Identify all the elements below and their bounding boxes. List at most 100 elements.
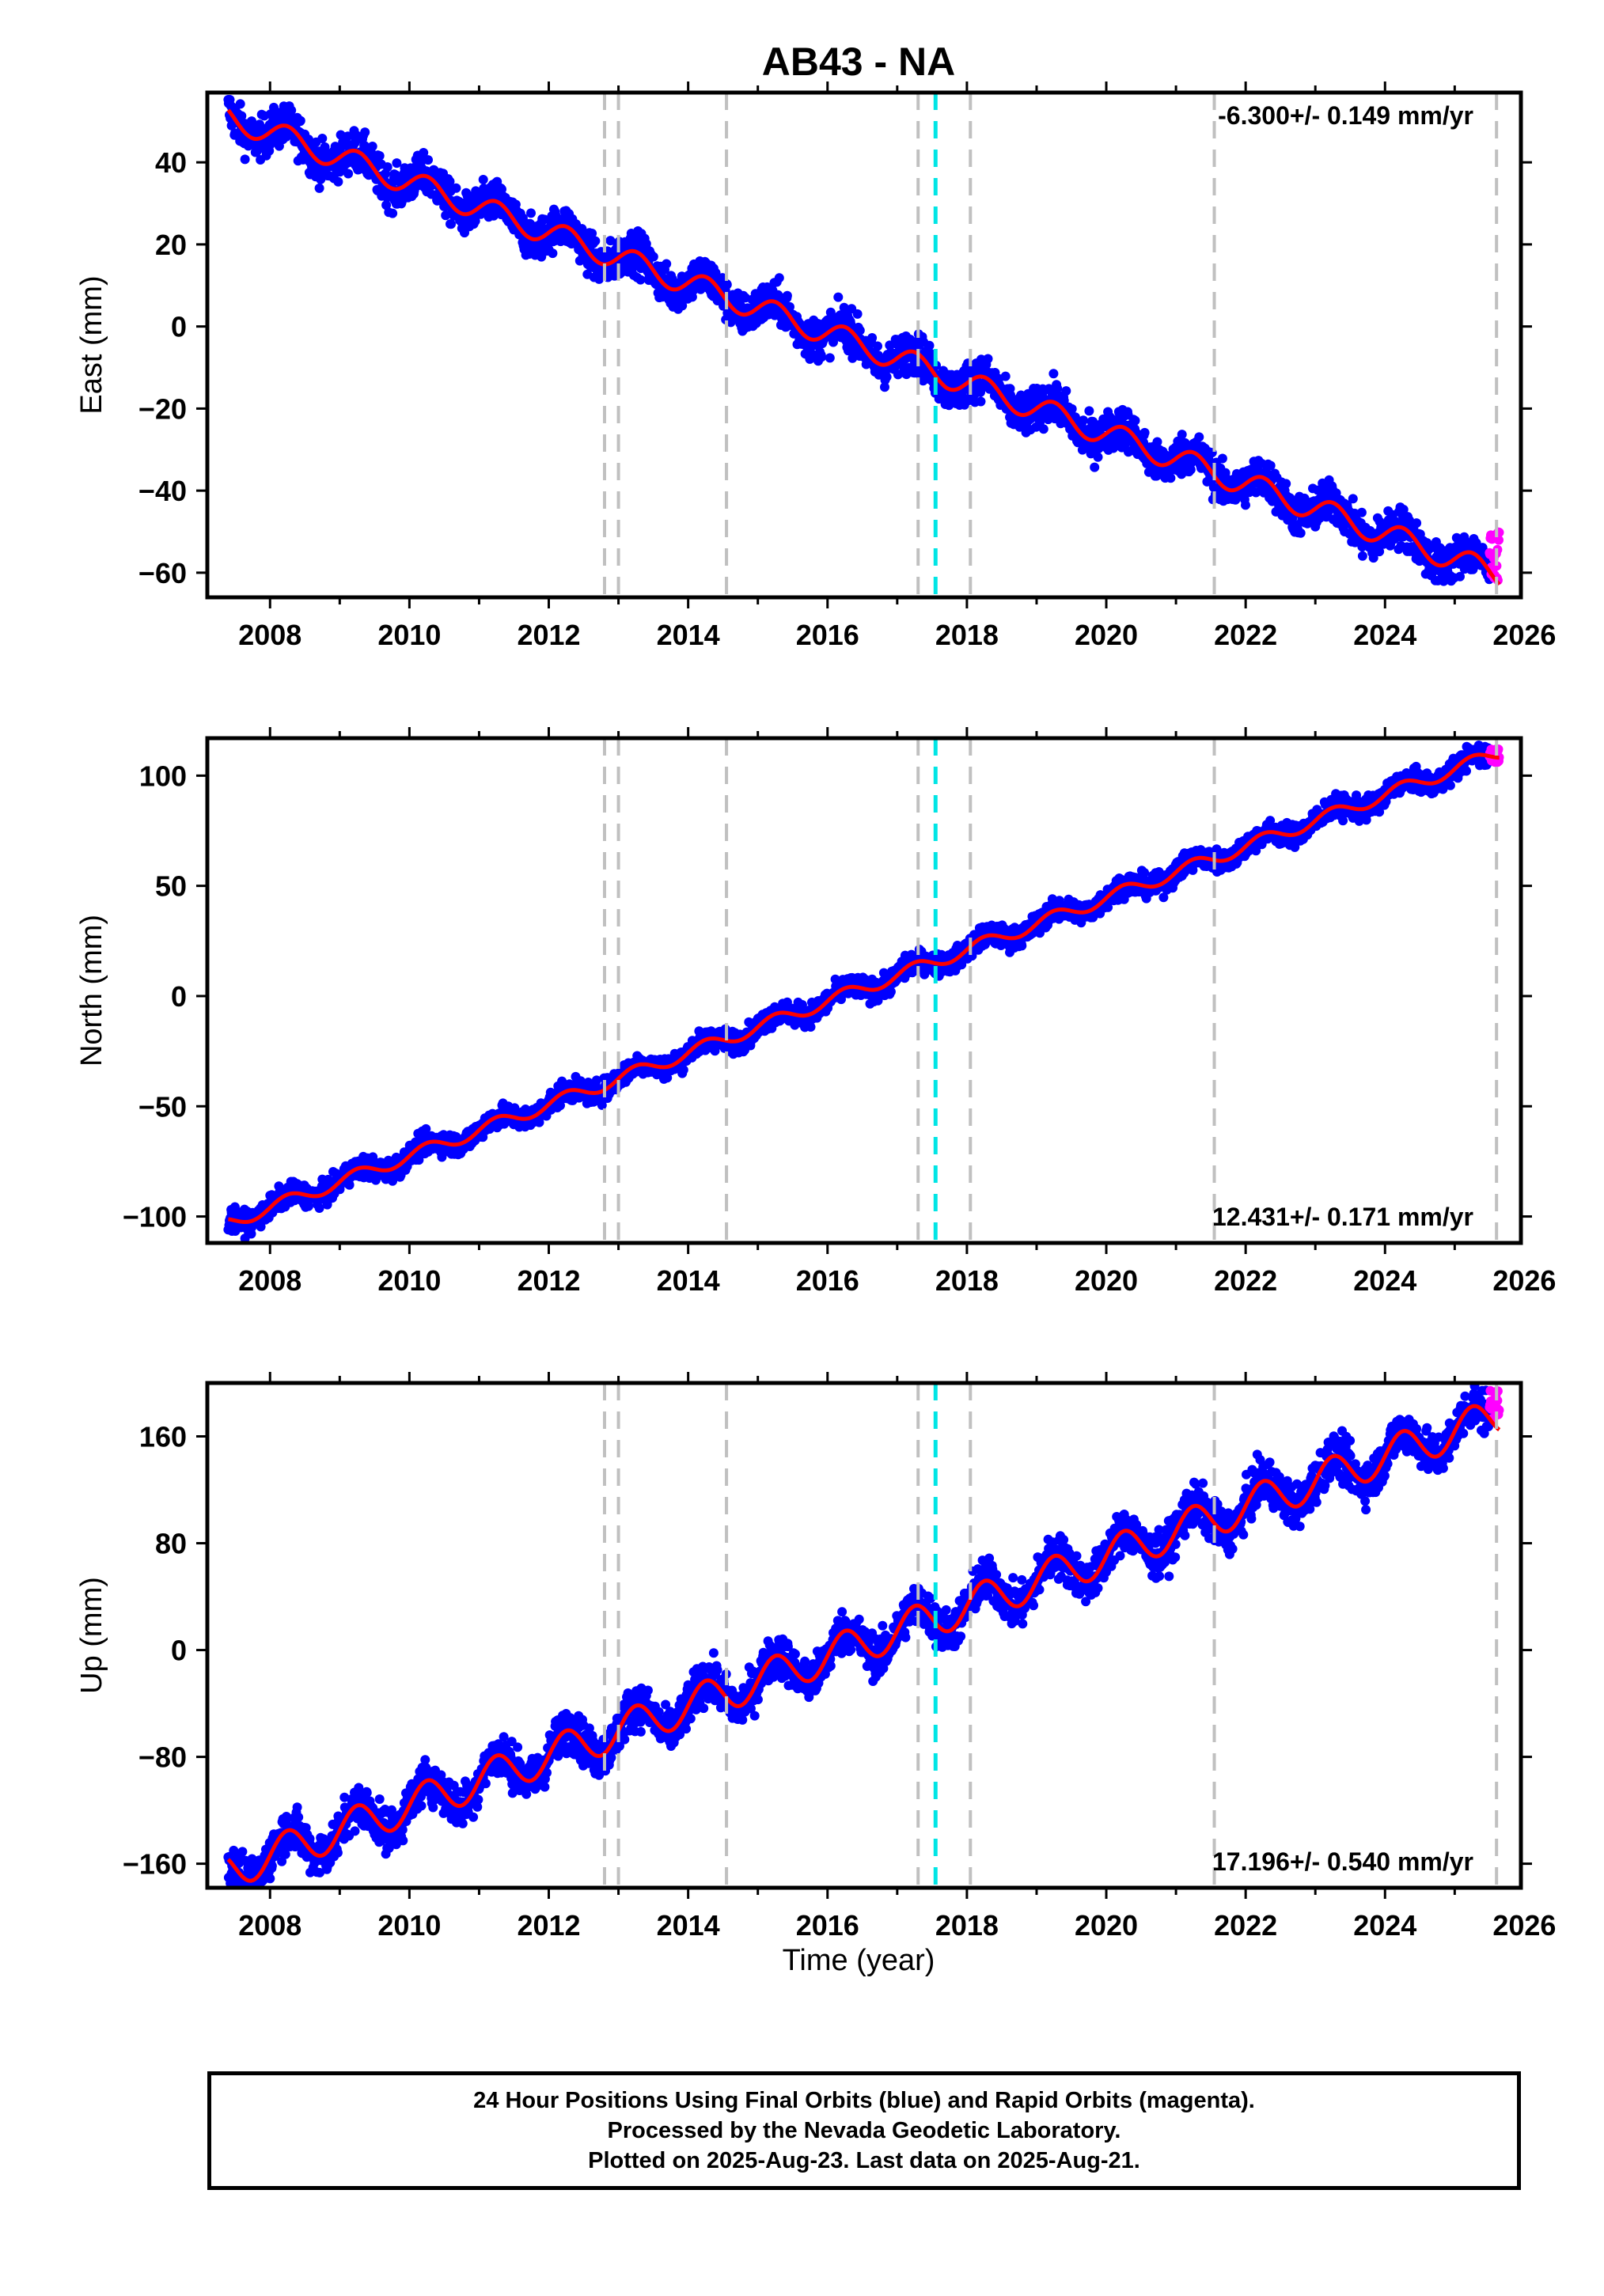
final-orbit-point <box>1038 424 1048 434</box>
final-orbit-point <box>441 210 451 221</box>
final-orbit-point <box>839 302 849 313</box>
final-orbit-point <box>1241 500 1250 510</box>
x-tick-label: 2014 <box>657 619 720 651</box>
final-orbit-point <box>1412 518 1422 529</box>
final-orbit-point <box>237 111 247 121</box>
final-orbit-point <box>648 252 658 262</box>
final-orbit-point <box>1177 430 1187 440</box>
final-orbit-point <box>873 341 882 351</box>
final-orbit-point <box>825 353 835 363</box>
rate-label: -6.300+/- 0.149 mm/yr <box>1218 101 1473 130</box>
final-orbit-point <box>235 99 245 109</box>
final-orbit-point <box>1348 494 1358 504</box>
x-tick-label: 2010 <box>377 619 441 651</box>
final-orbit-point <box>374 151 385 161</box>
final-orbit-point <box>1088 416 1098 426</box>
final-orbit-point <box>510 1103 520 1113</box>
final-orbit-point <box>1185 464 1196 475</box>
final-orbit-point <box>1052 383 1063 393</box>
final-orbit-point <box>548 248 558 259</box>
final-orbit-point <box>1093 452 1103 462</box>
final-orbit-point <box>855 325 865 335</box>
final-orbit-point <box>678 1065 688 1075</box>
y-tick-label: 40 <box>155 146 187 179</box>
final-orbit-point <box>1295 528 1306 538</box>
x-tick-label: 2008 <box>238 619 301 651</box>
final-orbit-point <box>1000 371 1011 381</box>
panel-east: 2008 2010 2012 2014 2016 2018 2020 2022 2024 2026… <box>75 81 1556 651</box>
final-orbit-point <box>1130 415 1140 426</box>
final-orbit-point <box>806 1022 816 1032</box>
final-orbit-point <box>774 273 784 283</box>
rapid-orbit-point <box>1492 561 1502 571</box>
final-orbit-point <box>782 290 792 301</box>
final-orbit-point <box>1217 453 1227 464</box>
final-orbit-point <box>1368 553 1378 563</box>
x-tick-label: 2018 <box>935 619 999 651</box>
final-orbit-point <box>1221 472 1231 483</box>
plot-frame <box>205 90 1523 600</box>
final-orbit-point <box>388 1176 398 1186</box>
panels: 2008 2010 2012 2014 2016 2018 2020 2022 2024 2026… <box>75 81 1556 1942</box>
x-tick-label: 2024 <box>1353 619 1416 651</box>
final-orbit-point <box>419 148 429 157</box>
final-orbit-point <box>1375 547 1385 557</box>
chart-title: AB43 - NA <box>762 40 955 84</box>
final-orbit-point <box>833 292 844 302</box>
final-orbit-point <box>1067 404 1077 414</box>
final-orbit-point <box>240 154 250 165</box>
x-tick-label: 2022 <box>1214 619 1277 651</box>
final-orbit-point <box>445 176 455 187</box>
final-orbit-point <box>983 354 993 364</box>
final-orbit-point <box>677 301 688 311</box>
panel-north: 2008 2010 2012 2014 2016 2018 2020 2022 2024 2026… <box>75 727 1556 1297</box>
final-orbit-point <box>1084 406 1094 416</box>
final-orbit-point <box>976 396 986 407</box>
final-orbit-point <box>333 176 343 187</box>
final-orbit-points <box>223 741 1494 1243</box>
final-orbit-point <box>1166 473 1176 483</box>
final-orbit-point <box>641 239 651 249</box>
final-orbit-point <box>381 200 392 210</box>
final-orbit-point <box>317 134 328 143</box>
final-orbit-point <box>662 1073 673 1083</box>
final-orbit-point <box>662 259 672 269</box>
rapid-orbit-point <box>1494 535 1504 545</box>
x-tick-label: 2020 <box>1075 619 1138 651</box>
final-orbit-point <box>587 229 597 238</box>
final-orbit-point <box>1357 551 1367 561</box>
final-orbit-point <box>1048 369 1059 379</box>
final-orbit-point <box>591 1075 601 1085</box>
y-tick-label: −40 <box>138 475 187 507</box>
final-orbit-point <box>295 116 305 126</box>
final-orbit-point <box>924 340 935 350</box>
final-orbit-point <box>1194 432 1204 442</box>
final-orbit-point <box>1152 437 1162 447</box>
final-orbit-point <box>526 208 536 218</box>
final-orbit-point <box>256 1222 266 1232</box>
final-orbit-point <box>880 382 889 392</box>
x-tick-label: 2012 <box>517 619 580 651</box>
final-orbit-point <box>451 183 461 193</box>
final-orbit-point <box>286 105 297 116</box>
final-orbit-point <box>382 162 392 172</box>
final-orbit-point <box>867 333 878 343</box>
y-tick-label: −60 <box>138 557 187 589</box>
final-orbit-point <box>360 127 370 138</box>
y-tick-label: 20 <box>155 229 187 261</box>
x-tick-label: 2016 <box>796 619 859 651</box>
final-orbit-point <box>518 213 528 223</box>
final-orbit-point <box>873 995 883 1006</box>
final-orbit-point <box>1455 571 1465 582</box>
final-orbit-point <box>1079 415 1088 426</box>
final-orbit-point <box>590 236 601 246</box>
final-orbit-point <box>367 142 377 151</box>
final-orbit-point <box>437 1152 447 1162</box>
x-tick-label: 2026 <box>1492 619 1556 651</box>
final-orbit-point <box>343 131 353 142</box>
final-orbit-point <box>1139 427 1150 438</box>
final-orbit-point <box>829 337 838 347</box>
final-orbit-point <box>388 208 398 218</box>
model-fit-line <box>226 108 1501 586</box>
final-orbit-point <box>1061 386 1071 396</box>
